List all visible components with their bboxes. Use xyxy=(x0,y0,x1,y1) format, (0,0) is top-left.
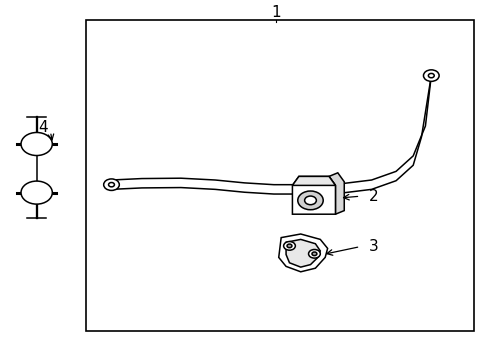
Circle shape xyxy=(308,249,320,258)
Circle shape xyxy=(423,70,438,81)
Circle shape xyxy=(286,244,291,248)
Polygon shape xyxy=(292,176,335,185)
Circle shape xyxy=(304,196,316,205)
Bar xyxy=(85,20,473,331)
Circle shape xyxy=(311,252,316,256)
Text: 1: 1 xyxy=(271,5,281,20)
Text: 3: 3 xyxy=(368,239,378,254)
Text: 2: 2 xyxy=(368,189,378,204)
Circle shape xyxy=(21,132,52,156)
Polygon shape xyxy=(278,234,327,272)
Polygon shape xyxy=(328,173,344,214)
Text: 4: 4 xyxy=(38,120,48,135)
Circle shape xyxy=(297,191,323,210)
Circle shape xyxy=(427,73,433,78)
Circle shape xyxy=(108,183,114,187)
Polygon shape xyxy=(285,239,320,267)
Polygon shape xyxy=(292,176,335,214)
Circle shape xyxy=(21,181,52,204)
Circle shape xyxy=(283,242,295,250)
Circle shape xyxy=(103,179,119,190)
